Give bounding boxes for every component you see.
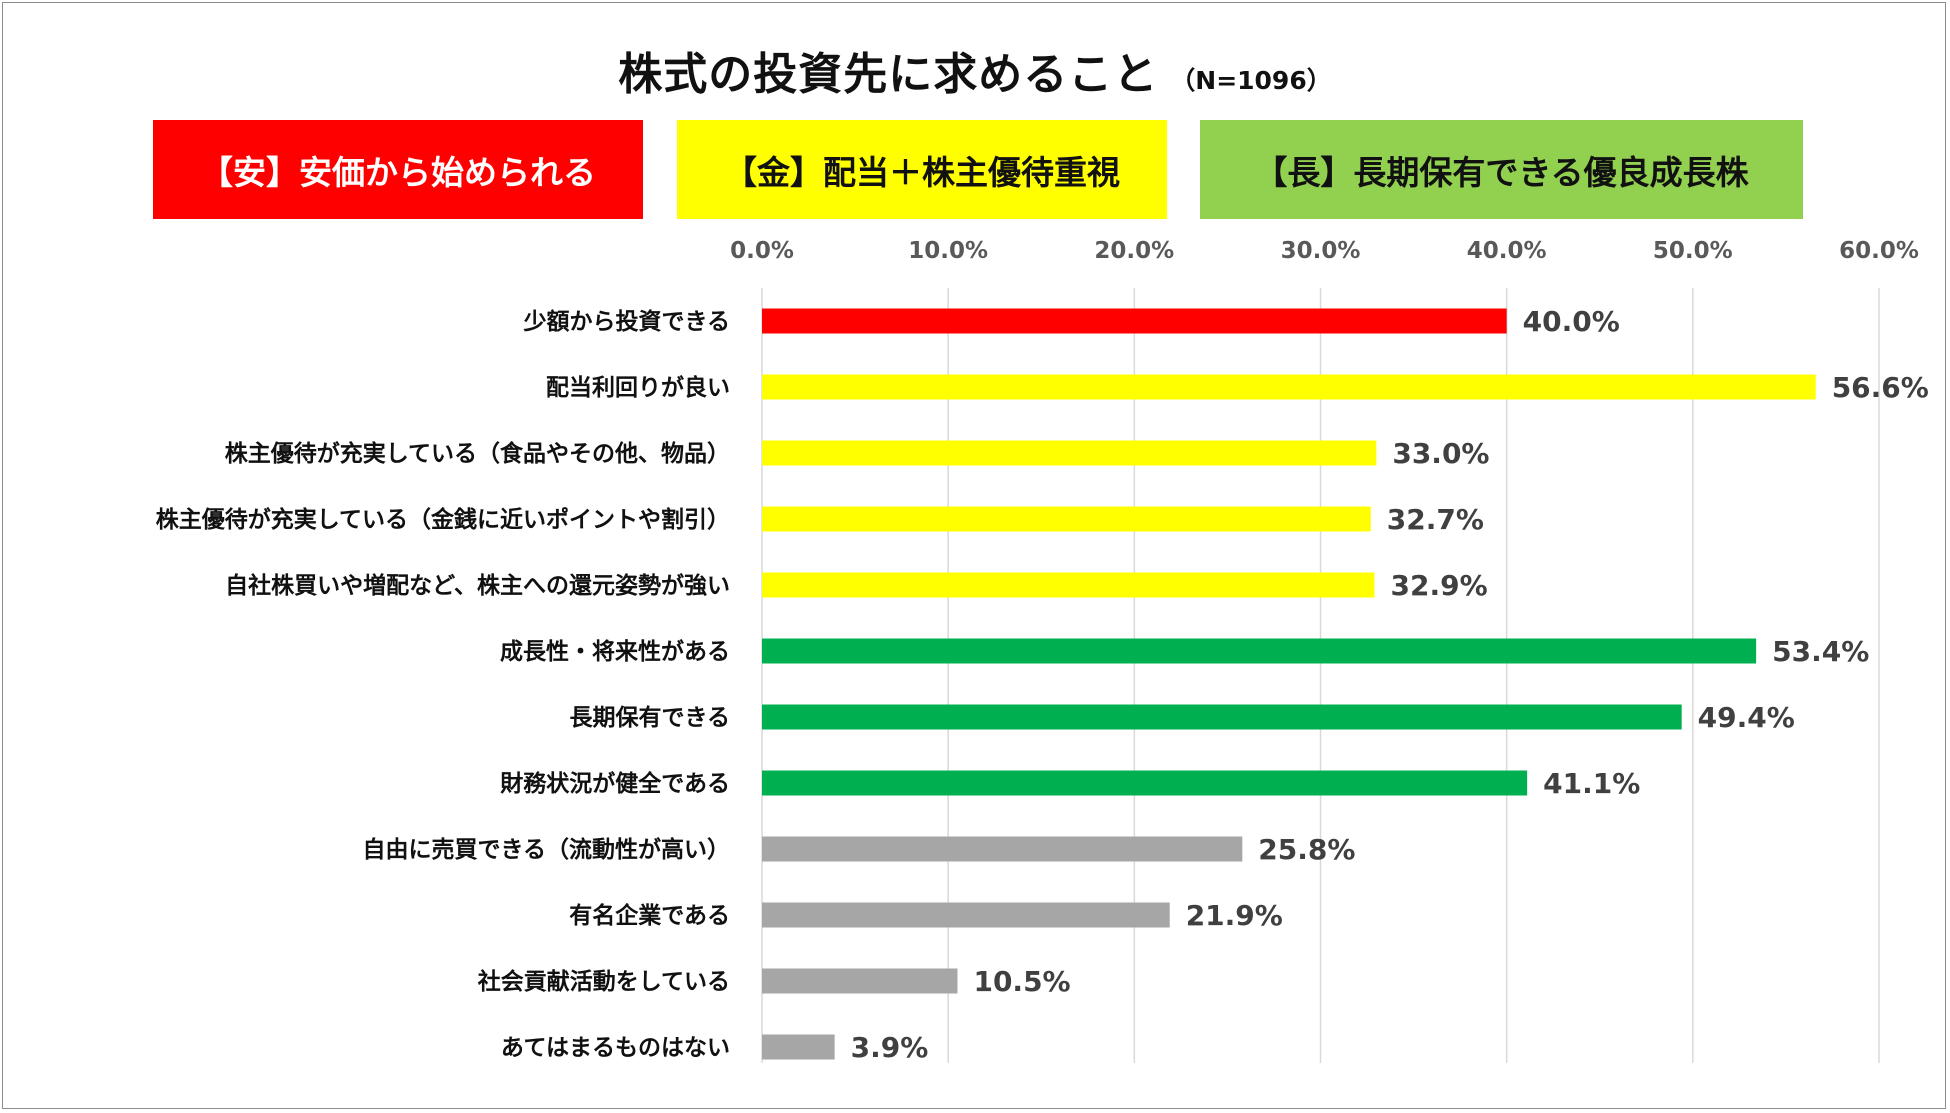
x-tick-label: 60.0% xyxy=(1839,238,1919,264)
x-tick-label: 20.0% xyxy=(1094,238,1174,264)
category-label: 株主優待が充実している（金銭に近いポイントや割引） xyxy=(156,506,730,533)
bar xyxy=(762,374,1816,400)
category-label: あてはまるものはない xyxy=(501,1035,730,1061)
data-label: 32.9% xyxy=(1390,569,1487,602)
category-label: 長期保有できる xyxy=(569,704,730,731)
bar xyxy=(762,572,1375,598)
data-label: 49.4% xyxy=(1698,701,1795,734)
category-label: 有名企業である xyxy=(569,902,730,929)
bar xyxy=(762,308,1507,334)
category-label: 財務状況が健全である xyxy=(500,770,730,797)
x-tick-label: 0.0% xyxy=(730,238,794,264)
bar xyxy=(762,440,1377,466)
data-label: 41.1% xyxy=(1543,767,1640,800)
bar xyxy=(762,968,958,994)
legend-label-growth: 【長】長期保有できる優良成長株 xyxy=(1254,152,1749,192)
x-tick-label: 40.0% xyxy=(1467,238,1547,264)
data-label: 33.0% xyxy=(1392,437,1489,470)
chart-title-main: 株式の投資先に求めること xyxy=(618,49,1159,100)
bar xyxy=(762,704,1682,730)
legend-item-dividend: 【金】配当＋株主優待重視 xyxy=(677,120,1167,219)
category-label: 株主優待が充実している（食品やその他、物品） xyxy=(225,440,730,467)
legend-item-cheap: 【安】安価から始められる xyxy=(153,120,643,219)
bar xyxy=(762,770,1528,796)
data-label: 40.0% xyxy=(1523,305,1620,338)
data-label: 10.5% xyxy=(973,965,1070,998)
data-label: 25.8% xyxy=(1258,833,1355,866)
bar xyxy=(762,902,1170,928)
data-label: 53.4% xyxy=(1772,635,1869,668)
bar xyxy=(762,506,1371,532)
legend-label-dividend: 【金】配当＋株主優待重視 xyxy=(724,152,1120,192)
bar xyxy=(762,638,1757,664)
legend-item-growth: 【長】長期保有できる優良成長株 xyxy=(1200,120,1803,219)
category-label: 社会貢献活動をしている xyxy=(478,968,730,995)
chart-sample-size: （N=1096） xyxy=(1170,66,1332,95)
data-label: 32.7% xyxy=(1387,503,1484,536)
legend-label-cheap: 【安】安価から始められる xyxy=(200,152,596,192)
data-label: 21.9% xyxy=(1186,899,1283,932)
category-label: 自社株買いや増配など、株主への還元姿勢が強い xyxy=(225,572,730,599)
x-tick-label: 30.0% xyxy=(1281,238,1361,264)
data-label: 3.9% xyxy=(851,1031,929,1064)
category-label: 配当利回りが良い xyxy=(546,374,730,401)
chart-title: 株式の投資先に求めること （N=1096） xyxy=(0,38,1950,102)
bar xyxy=(762,1034,835,1060)
x-tick-label: 50.0% xyxy=(1653,238,1733,264)
category-label: 少額から投資できる xyxy=(522,308,730,335)
category-label: 自由に売買できる（流動性が高い） xyxy=(362,836,730,863)
bar xyxy=(762,836,1243,862)
data-label: 56.6% xyxy=(1832,371,1929,404)
x-tick-label: 10.0% xyxy=(908,238,988,264)
category-label: 成長性・将来性がある xyxy=(500,638,730,665)
